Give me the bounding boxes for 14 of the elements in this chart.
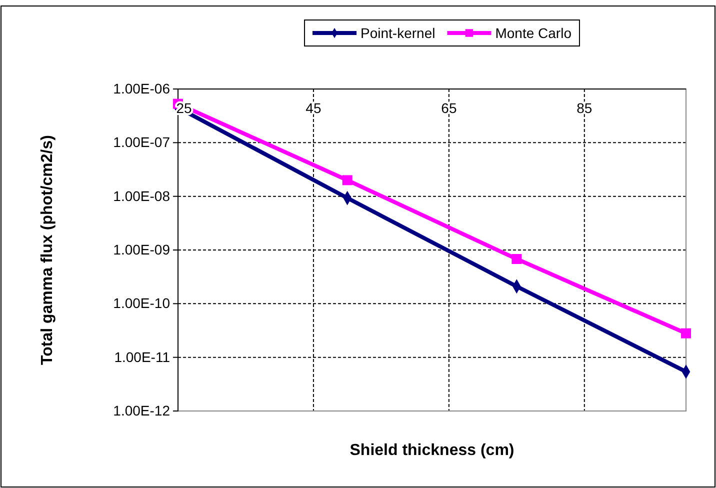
- x-axis-title: Shield thickness (cm): [350, 442, 514, 459]
- legend-label: Point-kernel: [360, 25, 436, 41]
- x-tick-label: 65: [441, 100, 457, 116]
- y-tick-label: 1.00E-07: [113, 134, 170, 150]
- y-tick-label: 1.00E-08: [113, 188, 170, 204]
- y-tick-label: 1.00E-09: [113, 241, 170, 258]
- y-axis-title: Total gamma flux (phot/cm2/s): [39, 135, 56, 365]
- x-tick-label: 45: [306, 100, 322, 116]
- legend-label: Monte Carlo: [495, 25, 572, 41]
- y-tick-label: 1.00E-06: [113, 80, 170, 96]
- x-tick-label: 85: [576, 100, 592, 116]
- y-tick-label: 1.00E-10: [113, 295, 170, 312]
- y-tick-label: 1.00E-12: [113, 402, 170, 418]
- y-tick-label: 1.00E-11: [114, 348, 170, 365]
